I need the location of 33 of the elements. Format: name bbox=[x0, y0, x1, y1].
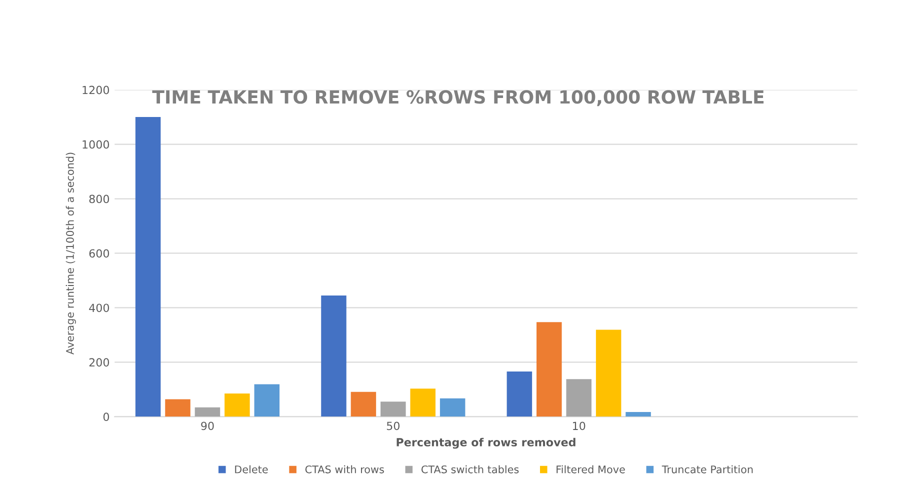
x-tick-label: 90 bbox=[201, 422, 214, 430]
bar bbox=[135, 117, 161, 417]
bar bbox=[350, 392, 376, 417]
legend-label: Truncate Partition bbox=[662, 465, 753, 474]
bar bbox=[566, 379, 592, 417]
x-tick-label: 50 bbox=[386, 422, 400, 430]
legend-label: CTAS swicth tables bbox=[421, 465, 519, 474]
bar bbox=[194, 407, 220, 417]
y-tick-label: 400 bbox=[89, 304, 110, 312]
y-tick-label: 1000 bbox=[82, 140, 110, 149]
bar bbox=[410, 388, 436, 417]
bar bbox=[440, 398, 466, 417]
bar bbox=[321, 295, 346, 417]
y-tick-label: 600 bbox=[89, 249, 110, 258]
bar bbox=[165, 399, 190, 417]
y-tick-label: 800 bbox=[89, 194, 110, 204]
legend-label: CTAS with rows bbox=[305, 465, 384, 474]
y-tick-label: 200 bbox=[89, 358, 110, 367]
x-axis-title: Percentage of rows removed bbox=[396, 438, 576, 449]
bar bbox=[596, 330, 622, 417]
bar bbox=[380, 402, 406, 417]
bar bbox=[536, 322, 562, 417]
bar bbox=[224, 394, 250, 417]
bar bbox=[506, 371, 532, 417]
y-axis-title: Average runtime (1/100th of a second) bbox=[66, 152, 76, 355]
bar bbox=[626, 412, 651, 417]
legend-label: Delete bbox=[235, 465, 268, 474]
x-tick-label: 10 bbox=[573, 422, 586, 430]
bar bbox=[254, 384, 280, 417]
y-tick-label: 0 bbox=[103, 412, 110, 422]
chart-title: TIME TAKEN TO REMOVE %ROWS FROM 100,000 ROW TABLE bbox=[152, 90, 764, 106]
y-tick-label: 1200 bbox=[82, 86, 110, 94]
legend-label: Filtered Move bbox=[556, 465, 625, 474]
